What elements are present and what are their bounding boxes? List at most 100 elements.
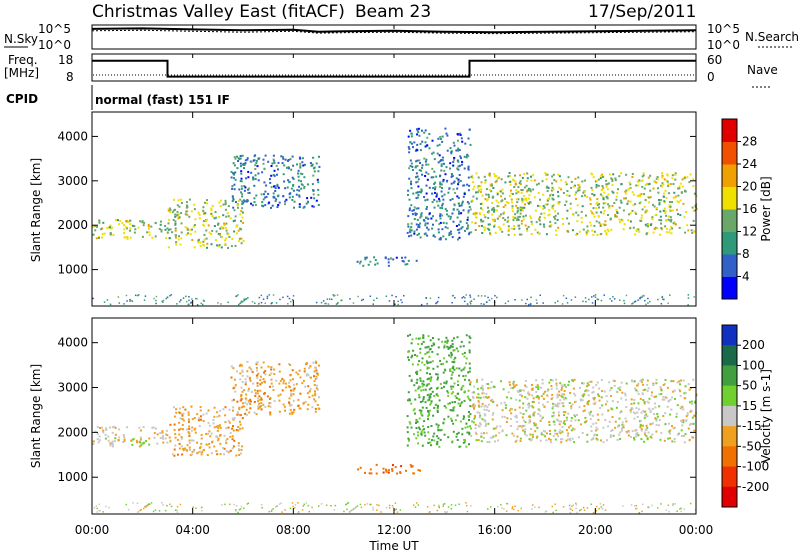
scatter-cell	[545, 233, 548, 236]
scatter-cell	[545, 173, 548, 176]
scatter-cell	[395, 256, 398, 259]
scatter-cell	[303, 187, 306, 190]
scatter-cell	[548, 421, 551, 423]
scatter-cell	[164, 228, 167, 231]
scatter-cell	[551, 175, 554, 178]
scatter-cell	[468, 370, 471, 373]
scatter-cell	[497, 205, 500, 208]
scatter-cell	[556, 432, 559, 435]
scatter-cell	[652, 187, 655, 190]
scatter-cell	[450, 388, 453, 390]
scatter-cell	[480, 188, 483, 191]
scatter-cell	[239, 155, 242, 157]
scatter-cell	[397, 303, 399, 306]
scatter-cell	[604, 223, 607, 226]
scatter-cell	[638, 193, 641, 196]
scatter-cell	[426, 178, 429, 181]
scatter-cell	[166, 231, 169, 234]
scatter-cell	[682, 421, 685, 424]
scatter-cell	[576, 414, 578, 416]
scatter-cell	[102, 431, 105, 434]
scatter-cell	[644, 388, 647, 391]
scatter-cell	[536, 231, 539, 234]
scatter-cell	[237, 160, 240, 162]
scatter-cell	[272, 195, 275, 198]
scatter-cell	[276, 173, 278, 176]
scatter-cell	[493, 386, 496, 389]
scatter-cell	[611, 204, 614, 207]
scatter-cell	[538, 506, 540, 509]
scatter-cell	[533, 179, 536, 182]
scatter-cell	[469, 381, 472, 384]
scatter-cell	[430, 393, 433, 396]
scatter-cell	[522, 218, 525, 221]
scatter-cell	[376, 297, 378, 299]
scatter-cell	[581, 432, 584, 434]
scatter-cell	[483, 213, 486, 216]
scatter-cell	[269, 178, 271, 181]
scatter-cell	[558, 175, 561, 178]
scatter-cell	[655, 177, 658, 180]
scatter-cell	[575, 507, 577, 510]
scatter-cell	[117, 439, 120, 442]
scatter-cell	[411, 209, 414, 212]
scatter-cell	[595, 384, 598, 387]
scatter-cell	[184, 408, 187, 411]
scatter-cell	[364, 503, 366, 506]
scatter-cell	[276, 206, 279, 208]
scatter-cell	[655, 208, 658, 211]
scatter-cell	[549, 194, 552, 197]
colorbar-swatch	[722, 486, 737, 508]
colorbar-swatch	[722, 276, 737, 300]
scatter-cell	[184, 226, 187, 229]
scatter-cell	[624, 417, 627, 420]
scatter-cell	[550, 385, 553, 387]
scatter-cell	[669, 209, 672, 212]
scatter-cell	[517, 218, 520, 221]
scatter-cell	[384, 257, 387, 260]
scatter-cell	[665, 509, 668, 511]
scatter-cell	[481, 418, 484, 421]
scatter-cell	[213, 426, 216, 429]
scatter-cell	[165, 297, 167, 300]
scatter-cell	[636, 411, 639, 414]
scatter-cell	[679, 214, 682, 216]
scatter-cell	[276, 195, 279, 198]
scatter-cell	[415, 160, 417, 163]
scatter-cell	[567, 438, 570, 441]
scatter-cell	[312, 193, 315, 196]
scatter-cell	[534, 423, 537, 426]
scatter-cell	[220, 303, 222, 305]
scatter-cell	[646, 383, 649, 386]
scatter-cell	[596, 428, 599, 431]
scatter-cell	[178, 205, 181, 208]
scatter-cell	[269, 405, 272, 408]
scatter-cell	[92, 225, 95, 228]
scatter-cell	[237, 294, 239, 296]
scatter-cell	[179, 427, 182, 430]
colorbar-swatch	[722, 405, 737, 427]
scatter-cell	[410, 183, 413, 186]
scatter-cell	[634, 203, 637, 206]
scatter-cell	[228, 408, 231, 411]
scatter-cell	[326, 298, 329, 300]
scatter-cell	[292, 383, 295, 386]
scatter-cell	[654, 417, 657, 420]
scatter-cell	[667, 218, 670, 221]
scatter-cell	[413, 384, 416, 387]
scatter-cell	[213, 415, 216, 418]
scatter-cell	[130, 439, 133, 442]
scatter-cell	[670, 232, 673, 235]
scatter-cell	[234, 384, 237, 387]
scatter-cell	[421, 129, 423, 132]
scatter-cell	[233, 378, 236, 381]
scatter-band	[230, 154, 321, 209]
scatter-cell	[457, 392, 460, 395]
scatter-cell	[691, 206, 694, 209]
scatter-cell	[200, 434, 203, 436]
scatter-cell	[457, 398, 460, 400]
scatter-cell	[253, 411, 256, 414]
scatter-cell	[123, 232, 126, 235]
scatter-cell	[428, 398, 431, 401]
scatter-cell	[595, 180, 598, 182]
